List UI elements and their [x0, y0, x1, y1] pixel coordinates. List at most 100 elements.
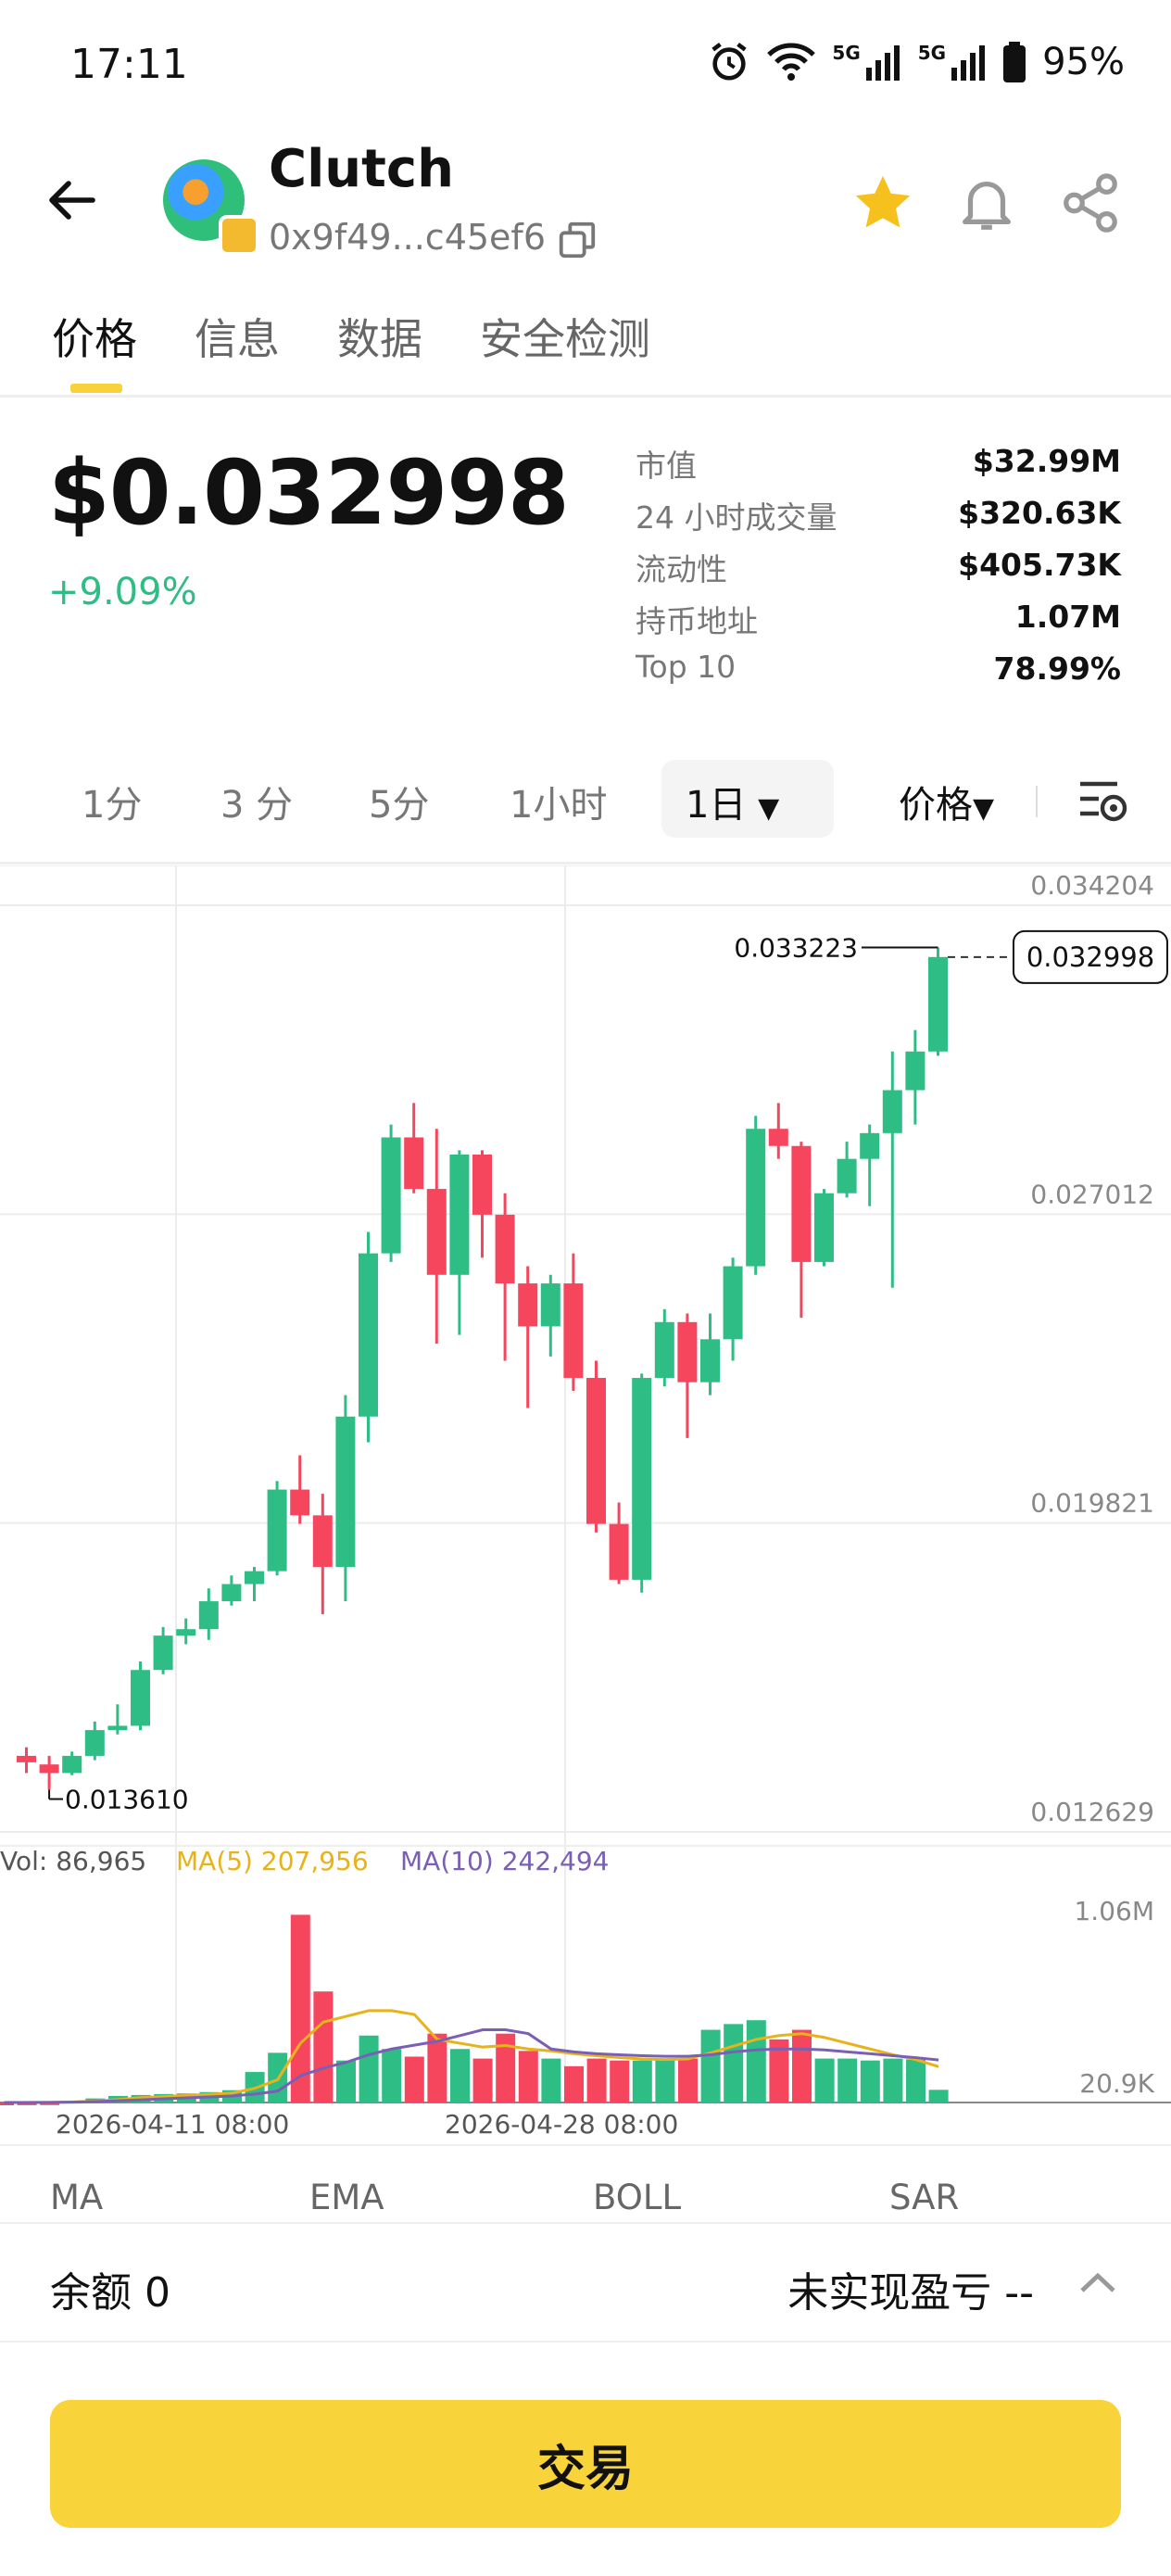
price-change: +9.09%	[48, 571, 197, 613]
interval-3m[interactable]: 3 分	[220, 775, 293, 828]
indicator-boll[interactable]: BOLL	[593, 2178, 681, 2217]
tab-info[interactable]: 信息	[195, 306, 280, 367]
current-price-label: 0.032998	[1026, 941, 1154, 973]
candle-body	[496, 1215, 515, 1283]
chart-settings-icon[interactable]	[1077, 777, 1130, 825]
candle-body	[268, 1490, 287, 1572]
footer-divider	[0, 2341, 1171, 2342]
volume-bar	[701, 2030, 721, 2102]
stat-label-holders: 持币地址	[636, 597, 758, 641]
token-name: Clutch	[269, 139, 454, 199]
volume-bar	[610, 2061, 629, 2102]
volume-bar	[815, 2059, 835, 2102]
volume-bar	[450, 2049, 470, 2102]
interval-1h[interactable]: 1小时	[510, 775, 607, 828]
candle-body	[700, 1339, 720, 1382]
indicator-divider-top	[0, 2144, 1171, 2146]
active-tab-indicator	[70, 384, 122, 393]
interval-1d-label: 1日 ▼	[686, 775, 779, 828]
candle-body	[245, 1572, 264, 1585]
stat-label-liquidity: 流动性	[636, 545, 727, 589]
volume-bar	[724, 2024, 743, 2102]
volume-label: Vol: 86,965	[0, 1846, 146, 1876]
stat-label-volume: 24 小时成交量	[636, 493, 837, 537]
candle-body	[518, 1283, 537, 1326]
battery-icon	[1003, 42, 1026, 82]
current-price: $0.032998	[48, 441, 569, 545]
volume-bar	[564, 2066, 584, 2102]
candle-body	[677, 1322, 697, 1383]
candle-body	[724, 1267, 743, 1340]
y-axis-tick-label: 0.027012	[1030, 1179, 1154, 1209]
stat-label-top10: Top 10	[636, 649, 736, 685]
ma5-label: MA(5) 207,956	[176, 1846, 369, 1876]
bell-icon[interactable]	[954, 170, 1019, 235]
candle-body	[860, 1133, 879, 1159]
candle-body	[541, 1283, 560, 1326]
interval-divider-line	[0, 862, 1171, 865]
volume-bar	[792, 2030, 812, 2102]
copy-icon[interactable]	[556, 219, 598, 261]
y-axis-tick-label: 0.019821	[1030, 1488, 1154, 1519]
volume-bar	[655, 2059, 674, 2102]
signal-icon-2	[950, 42, 987, 82]
x-axis-label: 2026-04-28 08:00	[445, 2109, 678, 2140]
candle-body	[404, 1137, 423, 1189]
volume-bar	[541, 2059, 560, 2102]
volume-bar	[929, 2090, 949, 2102]
balance-label: 余额 0	[50, 2259, 170, 2318]
candle-body	[905, 1052, 925, 1091]
candle-body	[221, 1585, 241, 1602]
signal-icon	[864, 42, 901, 82]
tab-security-check[interactable]: 安全检测	[480, 306, 650, 367]
wifi-icon	[767, 42, 815, 82]
candle-body	[40, 1764, 59, 1773]
candle-body	[427, 1189, 447, 1275]
unrealized-pnl: 未实现盈亏 --	[787, 2259, 1034, 2318]
candle-body	[586, 1378, 606, 1524]
battery-percent: 95%	[1042, 41, 1125, 83]
favorite-star-icon[interactable]	[850, 170, 915, 235]
candle-body	[814, 1193, 834, 1262]
candle-body	[563, 1283, 583, 1378]
chevron-up-icon[interactable]	[1075, 2265, 1121, 2302]
volume-bar	[359, 2036, 379, 2102]
volume-tick-label: 20.9K	[1079, 2068, 1154, 2099]
interval-1m[interactable]: 1分	[82, 775, 142, 828]
status-icons: 5G 5G 95%	[708, 41, 1125, 83]
stat-value-volume: $320.63K	[958, 495, 1121, 531]
candle-body	[154, 1635, 173, 1670]
volume-bar	[883, 2059, 902, 2102]
candle-body	[335, 1417, 355, 1567]
status-time: 17:11	[70, 41, 188, 88]
stat-value-market-cap: $32.99M	[973, 443, 1121, 479]
volume-bar	[336, 2061, 356, 2102]
back-arrow-icon[interactable]	[44, 172, 100, 228]
candle-body	[85, 1730, 105, 1756]
candle-body	[746, 1129, 765, 1266]
volume-bar	[427, 2034, 447, 2102]
tab-data[interactable]: 数据	[337, 306, 422, 367]
stat-value-top10: 78.99%	[994, 650, 1121, 687]
indicator-sar[interactable]: SAR	[889, 2178, 959, 2217]
share-icon[interactable]	[1058, 170, 1123, 235]
y-axis-tick-label: 0.012629	[1030, 1797, 1154, 1827]
price-type-dropdown[interactable]: 价格▼	[899, 775, 994, 828]
volume-bar	[382, 2049, 401, 2102]
trade-button[interactable]: 交易	[50, 2400, 1121, 2528]
candle-body	[769, 1129, 788, 1146]
candle-body	[382, 1137, 401, 1253]
stat-label-market-cap: 市值	[636, 441, 697, 486]
interval-divider	[1036, 786, 1038, 817]
candle-body	[131, 1670, 150, 1725]
interval-5m[interactable]: 5分	[369, 775, 429, 828]
candle-body	[928, 957, 948, 1052]
candlestick-chart[interactable]: 0.034204 0.027012 0.019821 0.012629 1.06M 20.…	[0, 865, 1171, 2144]
indicator-ema[interactable]: EMA	[309, 2178, 384, 2217]
indicator-ma[interactable]: MA	[50, 2178, 103, 2217]
tab-price[interactable]: 价格	[52, 306, 137, 367]
candle-body	[359, 1254, 378, 1417]
volume-bar	[496, 2034, 515, 2102]
candle-body	[17, 1756, 36, 1762]
bnb-chain-icon	[219, 215, 259, 256]
